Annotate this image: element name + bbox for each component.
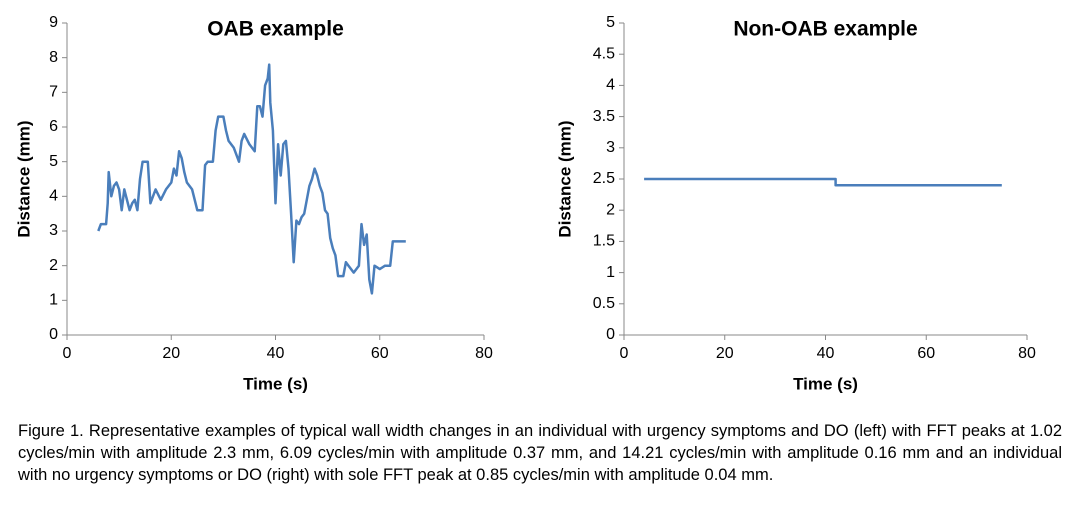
figure: OAB example Time (s) Distance (mm) 0 1 2 3 4 5 6 7… bbox=[14, 14, 1036, 393]
y-tick-label: 5 bbox=[606, 14, 615, 31]
x-tick-label: 40 bbox=[817, 345, 835, 362]
y-tick-label: 3.5 bbox=[593, 108, 615, 125]
x-tick-label: 40 bbox=[267, 345, 285, 362]
y-tick-label: 0.5 bbox=[593, 295, 615, 312]
y-tick-label: 4.5 bbox=[593, 45, 615, 62]
series-line bbox=[97, 63, 406, 295]
y-tick-label: 2 bbox=[606, 201, 615, 218]
x-tick-label: 20 bbox=[162, 345, 180, 362]
y-tick-label: 0 bbox=[606, 326, 615, 343]
y-axis-title: Distance (mm) bbox=[555, 120, 574, 237]
x-tick-label: 80 bbox=[1018, 345, 1036, 362]
x-tick-label: 20 bbox=[716, 345, 734, 362]
x-tick-label: 60 bbox=[917, 345, 935, 362]
chart-title: Non-OAB example bbox=[733, 18, 917, 41]
x-tick-label: 80 bbox=[475, 345, 493, 362]
y-tick-label: 6 bbox=[49, 118, 58, 135]
y-axis-title: Distance (mm) bbox=[14, 120, 33, 237]
y-tick-label: 8 bbox=[49, 49, 58, 66]
y-tick-label: 4 bbox=[606, 77, 615, 94]
y-tick-label: 1.5 bbox=[593, 233, 615, 250]
caption: Figure 1. Representative examples of typ… bbox=[18, 422, 1062, 484]
x-axis-title: Time (s) bbox=[793, 374, 858, 393]
y-tick-label: 4 bbox=[49, 188, 58, 205]
chart-title: OAB example bbox=[207, 18, 344, 41]
y-tick-label: 2 bbox=[49, 257, 58, 274]
x-tick-label: 0 bbox=[63, 345, 72, 362]
y-tick-label: 2.5 bbox=[593, 170, 615, 187]
x-tick-label: 60 bbox=[371, 345, 389, 362]
y-tick-label: 1 bbox=[49, 292, 58, 309]
y-tick-label: 0 bbox=[49, 326, 58, 343]
y-tick-label: 3 bbox=[49, 222, 58, 239]
y-tick-label: 5 bbox=[49, 153, 58, 170]
x-tick-label: 0 bbox=[620, 345, 629, 362]
y-tick-label: 3 bbox=[606, 139, 615, 156]
y-tick-label: 7 bbox=[49, 84, 58, 101]
x-axis-title: Time (s) bbox=[243, 374, 308, 393]
y-tick-label: 1 bbox=[606, 264, 615, 281]
series-line bbox=[644, 177, 1002, 187]
y-tick-label: 9 bbox=[49, 14, 58, 31]
